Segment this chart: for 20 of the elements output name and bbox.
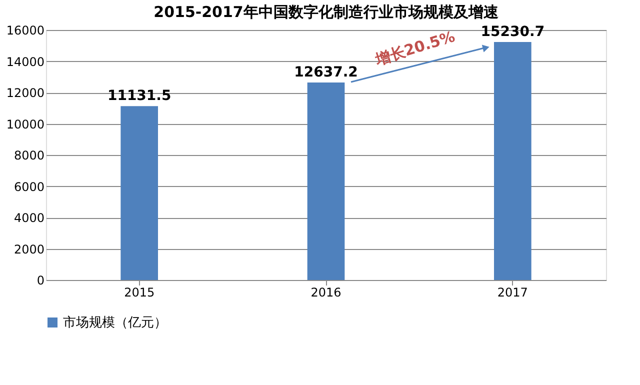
y-tick-label: 6000 [14, 180, 44, 194]
y-tick-label: 10000 [6, 117, 44, 132]
y-tick-label: 8000 [14, 148, 44, 162]
bar [494, 42, 532, 280]
data-label: 15230.7 [480, 24, 545, 40]
data-label: 12637.2 [294, 64, 358, 81]
chart-title: 2015-2017年中国数字化制造行业市场规模及增速 [154, 3, 500, 21]
y-tick-label: 14000 [6, 54, 44, 69]
x-tick-label: 2015 [124, 286, 155, 300]
bar [120, 106, 158, 280]
x-tick-label: 2017 [497, 286, 528, 300]
y-tick-label: 12000 [6, 86, 44, 100]
y-tick-label: 16000 [6, 24, 44, 38]
y-tick-label: 4000 [14, 211, 44, 225]
x-tick-label: 2016 [310, 286, 342, 300]
legend-label: 市场规模（亿元） [63, 316, 167, 330]
data-label: 11131.5 [107, 88, 172, 104]
y-tick-label: 0 [36, 274, 44, 288]
y-tick-label: 2000 [14, 242, 44, 256]
bar [307, 82, 345, 280]
